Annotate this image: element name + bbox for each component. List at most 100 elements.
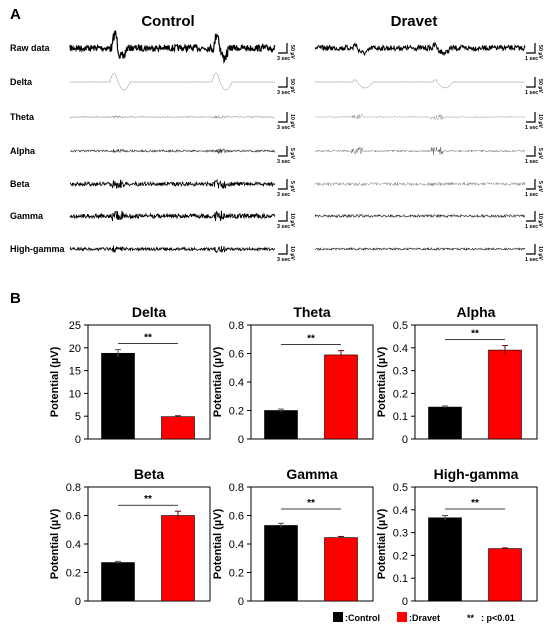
scale-value-label: 10 µV: [537, 114, 543, 128]
y-tick-label: 0.2: [393, 388, 408, 400]
y-tick-label: 20: [69, 343, 81, 355]
y-tick-label: 0: [402, 596, 408, 608]
dravet-trace: [314, 181, 526, 187]
y-tick-label: 0.1: [393, 411, 408, 423]
bar-dravet: [324, 354, 358, 440]
scale-value-label: 5 µV: [289, 181, 295, 192]
legend-control-label: :Control: [345, 613, 380, 623]
dravet-trace: [314, 146, 526, 155]
y-tick-label: 0: [402, 434, 408, 446]
scale-bar: [526, 77, 536, 88]
scale-time-label: 3 sec: [277, 224, 290, 230]
control-trace: [69, 210, 276, 222]
y-axis-label: Potential (µV): [376, 508, 388, 579]
scale-value-label: 10 µV: [289, 246, 295, 260]
scale-value-label: 10 µV: [537, 246, 543, 260]
scale-bar: [526, 179, 536, 190]
scale-value-label: 50 µV: [289, 79, 295, 93]
scale-value-label: 50 µV: [537, 79, 543, 93]
bar-dravet: [161, 515, 195, 602]
panel-a-letter: A: [10, 6, 21, 23]
significance-label: **: [307, 498, 315, 509]
y-tick-label: 0.2: [229, 406, 244, 418]
scale-value-label: 5 µV: [289, 148, 295, 159]
y-tick-label: 0.8: [229, 482, 244, 494]
scale-bar: [278, 179, 288, 190]
y-axis-label: Potential (µV): [49, 508, 61, 579]
chart-title: Theta: [293, 304, 331, 320]
y-tick-label: 0: [238, 434, 244, 446]
scale-bar: [278, 244, 288, 255]
scale-bar: [526, 244, 536, 255]
y-tick-label: 0.4: [393, 505, 408, 517]
panel-b: B Delta Potential (µV) 0 5 10 15 20 25 ** Theta Po…: [10, 290, 538, 623]
chart-title: Delta: [132, 304, 166, 320]
plot-frame: [87, 324, 211, 440]
scale-bar: [526, 43, 536, 54]
dravet-trace: [314, 213, 526, 219]
y-tick-label: 0.4: [66, 539, 81, 551]
legend-control-swatch: [333, 612, 343, 622]
scale-time-label: 3 sec: [277, 56, 290, 62]
scale-value-label: 10 µV: [289, 213, 295, 227]
control-trace: [69, 72, 276, 91]
y-tick-label: 0.3: [393, 366, 408, 378]
scale-time-label: 1 sec: [525, 90, 538, 96]
bar-dravet: [161, 416, 195, 440]
chart-high-gamma: High-gamma Potential (µV) 0 0.1 0.2 0.3 0.4 0.5…: [376, 466, 538, 608]
chart-beta: Beta Potential (µV) 0 0.2 0.4 0.6 0.8 **: [49, 466, 211, 608]
legend-sig-marker: **: [467, 613, 475, 623]
y-tick-label: 0.4: [229, 377, 244, 389]
scale-value-label: 50 µV: [537, 45, 543, 59]
scale-time-label: 1 sec: [525, 257, 538, 263]
y-tick-label: 25: [69, 320, 81, 332]
y-tick-label: 0.2: [66, 568, 81, 580]
control-trace: [69, 115, 276, 119]
control-trace: [69, 178, 276, 189]
scale-bar: [526, 112, 536, 123]
scale-time-label: 1 sec: [525, 192, 538, 198]
dravet-trace: [314, 41, 526, 57]
y-tick-label: 0: [75, 434, 81, 446]
scale-bar: [278, 43, 288, 54]
y-tick-label: 0.8: [66, 482, 81, 494]
chart-gamma: Gamma Potential (µV) 0 0.2 0.4 0.6 0.8 **: [212, 466, 374, 608]
scale-time-label: 3 sec: [277, 192, 290, 198]
y-tick-label: 0.2: [229, 568, 244, 580]
control-trace: [69, 148, 276, 154]
bar-control: [428, 517, 462, 602]
bar-control: [264, 410, 298, 440]
y-tick-label: 0.3: [393, 528, 408, 540]
panel-a: A Control Dravet Raw data Delta Theta Alpha…: [10, 6, 543, 263]
scale-value-label: 5 µV: [537, 148, 543, 159]
scale-bar: [278, 146, 288, 157]
chart-delta: Delta Potential (µV) 0 5 10 15 20 25 **: [49, 304, 211, 446]
y-tick-label: 0.6: [229, 349, 244, 361]
band-labels: Raw data Delta Theta Alpha Beta Gamma High-gam…: [10, 43, 66, 254]
chart-title: Alpha: [457, 304, 496, 320]
panel-b-letter: B: [10, 290, 21, 307]
scale-value-label: 10 µV: [289, 114, 295, 128]
bar-control: [428, 406, 462, 440]
dravet-title: Dravet: [391, 13, 438, 30]
y-tick-label: 0.8: [229, 320, 244, 332]
y-tick-label: 0.6: [229, 511, 244, 523]
scale-time-label: 3 sec: [277, 159, 290, 165]
chart-title: High-gamma: [434, 466, 519, 482]
bar-dravet: [488, 548, 522, 602]
scale-bar: [278, 112, 288, 123]
y-tick-label: 0.6: [66, 511, 81, 523]
y-axis-label: Potential (µV): [376, 346, 388, 417]
eeg-traces: [69, 30, 526, 254]
legend-dravet-label: :Dravet: [409, 613, 440, 623]
dravet-trace: [314, 79, 526, 89]
control-trace: [69, 30, 276, 64]
dravet-trace: [314, 246, 526, 252]
bar-control: [101, 352, 135, 440]
bar-control: [101, 562, 135, 602]
scale-value-label: 50 µV: [289, 45, 295, 59]
y-tick-label: 0: [75, 596, 81, 608]
dravet-trace: [314, 113, 526, 121]
